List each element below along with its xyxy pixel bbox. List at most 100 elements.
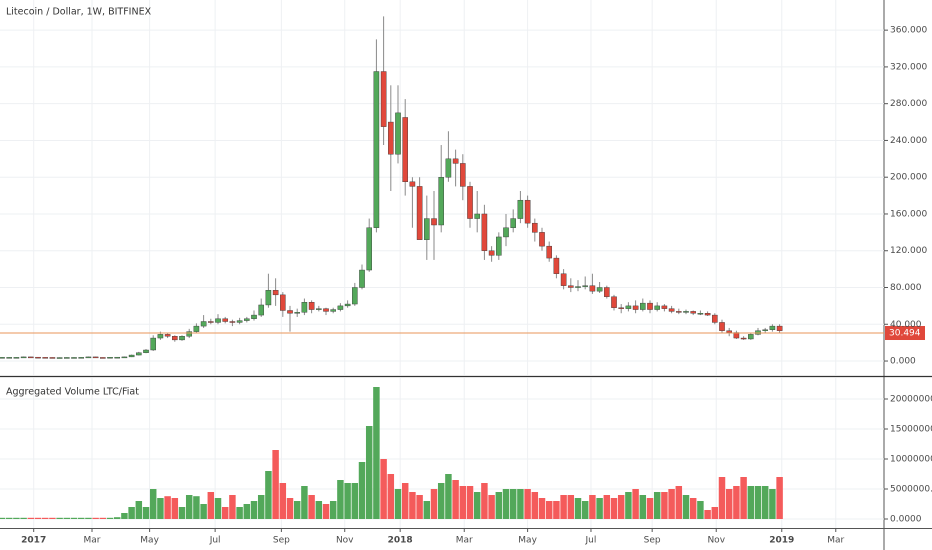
candle-body	[236, 320, 243, 323]
volume-bar	[322, 504, 330, 519]
volume-bar	[106, 517, 114, 519]
last-price-label: 30.494	[889, 329, 921, 339]
candle-body	[107, 357, 113, 359]
last-price-box	[885, 326, 925, 341]
candle-body	[229, 321, 236, 323]
candle-body	[308, 302, 315, 310]
candle-body	[323, 308, 329, 312]
candle-body	[575, 286, 581, 288]
candle-body	[157, 334, 164, 339]
volume-bar	[581, 501, 589, 519]
volume-bar	[142, 507, 150, 519]
candle-body	[344, 303, 351, 307]
volume-bar	[401, 483, 409, 519]
volume-bar	[553, 501, 560, 519]
candle-body	[424, 218, 430, 240]
volume-bar	[632, 489, 639, 519]
x-tick-label: Mar	[456, 536, 473, 546]
volume-bar	[56, 517, 63, 519]
volume-bar	[617, 495, 625, 519]
volume-bar	[351, 483, 359, 519]
candle-body	[697, 313, 704, 315]
candle-body	[136, 352, 142, 356]
candle-body	[517, 199, 524, 219]
y-tick-label: 120.000	[890, 246, 927, 256]
volume-bar	[740, 477, 747, 519]
candle-body	[510, 218, 516, 228]
volume-bar	[207, 492, 215, 519]
candle-body	[150, 337, 157, 351]
volume-bar	[545, 501, 553, 519]
volume-bar	[668, 489, 675, 519]
volume-bar	[265, 471, 272, 519]
volume-bar	[495, 492, 503, 519]
candle-body	[719, 322, 725, 331]
candle-body	[388, 121, 394, 155]
volume-bar	[509, 489, 517, 519]
volume-bar	[682, 495, 690, 519]
x-tick-label: Mar	[827, 536, 844, 546]
candle-body	[474, 213, 480, 219]
candle-body	[294, 312, 301, 314]
volume-bar	[466, 486, 474, 519]
volume-bar	[733, 486, 740, 519]
candle-body	[49, 357, 56, 359]
x-tick-label: Sep	[273, 536, 290, 546]
candle-body	[265, 290, 272, 306]
volume-bar	[689, 498, 697, 519]
candle-body	[114, 356, 121, 359]
candle-body	[704, 313, 711, 316]
y-tick-label: 0.000	[890, 357, 916, 367]
volume-bar	[49, 517, 56, 519]
candle-body	[128, 354, 135, 358]
candle-body	[488, 250, 495, 256]
candle-body	[676, 311, 682, 313]
candle-body	[740, 337, 747, 340]
candle-body	[6, 357, 13, 359]
x-tick-label: Mar	[84, 536, 101, 546]
candle-body	[661, 305, 668, 309]
volume-bar	[344, 483, 351, 519]
volume-bar	[85, 517, 92, 519]
y-tick-label: 5000000.0000	[890, 485, 932, 495]
volume-bar	[711, 507, 719, 519]
candle-body	[28, 356, 34, 359]
candle-body	[64, 357, 70, 359]
volume-bar	[610, 498, 618, 519]
volume-bar	[128, 507, 135, 519]
candle-body	[568, 285, 574, 288]
volume-bar	[99, 517, 107, 519]
volume-bar	[286, 498, 294, 519]
candle-body	[200, 321, 207, 327]
volume-bar	[193, 496, 200, 519]
candle-body	[776, 325, 783, 331]
candle-body	[625, 305, 632, 309]
volume-bar	[34, 517, 42, 519]
candle-body	[287, 310, 293, 314]
volume-bar	[502, 489, 510, 519]
candle-body	[100, 357, 106, 359]
candle-body	[503, 227, 509, 238]
candle-body	[13, 357, 20, 359]
x-tick-label: May	[518, 536, 537, 546]
volume-bar	[279, 483, 287, 519]
x-tick-label: Sep	[644, 536, 661, 546]
y-tick-label: 10000000.0000	[890, 455, 932, 465]
volume-bar	[135, 501, 143, 519]
candle-body	[712, 314, 718, 323]
y-tick-label: 80.000	[890, 283, 922, 293]
volume-bar	[293, 501, 301, 519]
volume-bar	[488, 495, 495, 519]
volume-bar	[538, 498, 546, 519]
volume-bar	[646, 498, 654, 519]
candle-body	[373, 71, 380, 228]
y-tick-label: 200.000	[890, 173, 927, 183]
y-tick-label: 40.000	[890, 320, 922, 330]
volume-bar	[200, 504, 207, 519]
volume-bar	[171, 498, 179, 519]
volume-bar	[236, 507, 243, 519]
candle-body	[416, 186, 423, 240]
volume-bar	[27, 517, 35, 519]
candle-body	[179, 336, 185, 341]
candle-body	[690, 311, 696, 314]
